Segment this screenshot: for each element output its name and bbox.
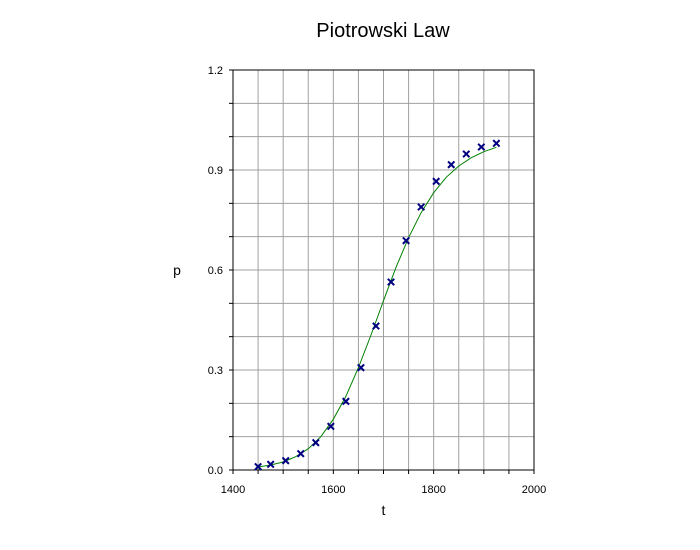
y-tick-label: 0.3 [208, 365, 223, 377]
marker-stroke [462, 150, 471, 158]
marker-stroke [281, 456, 290, 465]
x-tick-label: 2000 [522, 484, 546, 496]
tick-labels: 1400 1600 1800 2000 0.0 0.3 0.6 0.9 1.2 [208, 65, 547, 496]
marker-stroke [326, 422, 335, 431]
x-tick-label: 1600 [321, 484, 345, 496]
marker-stroke [341, 397, 350, 406]
grid-lines [233, 70, 534, 470]
marker-stroke [492, 139, 501, 148]
marker-stroke [372, 322, 380, 330]
minor-ticks [229, 69, 535, 474]
y-tick-label: 1.2 [208, 65, 223, 77]
data-point-marker [477, 143, 486, 151]
data-point-marker [402, 236, 410, 245]
marker-stroke [417, 203, 426, 211]
x-tick-label: 1800 [421, 484, 445, 496]
data-point-marker [341, 397, 350, 406]
data-point-marker [357, 363, 365, 372]
data-point-marker [387, 278, 395, 286]
marker-stroke [266, 460, 275, 469]
marker-stroke [387, 278, 395, 286]
data-point-marker [417, 203, 426, 211]
marker-stroke [447, 160, 456, 169]
x-axis-label: t [382, 502, 386, 518]
data-markers-layer [254, 139, 501, 471]
chart-title: Piotrowski Law [316, 20, 450, 42]
data-point-marker [492, 139, 501, 148]
data-point-marker [296, 449, 305, 458]
data-point-marker [447, 160, 456, 169]
fitted-curve-line [258, 146, 497, 468]
data-point-marker [266, 460, 275, 469]
x-tick-label: 1400 [221, 484, 245, 496]
y-axis-label: p [173, 262, 181, 278]
data-point-marker [432, 177, 441, 186]
data-point-marker [311, 438, 320, 447]
data-point-marker [326, 422, 335, 431]
marker-stroke [254, 462, 262, 471]
fitted-curve-layer [258, 146, 497, 468]
y-tick-label: 0.6 [208, 265, 223, 277]
marker-stroke [357, 363, 365, 372]
marker-stroke [311, 438, 320, 447]
data-point-marker [254, 462, 262, 471]
data-point-marker [372, 322, 380, 330]
data-point-marker [462, 150, 471, 158]
y-tick-label: 0.9 [208, 165, 223, 177]
marker-stroke [402, 236, 410, 245]
y-tick-label: 0.0 [208, 465, 223, 477]
marker-stroke [477, 143, 486, 151]
plot-frame [232, 69, 535, 471]
data-point-marker [281, 456, 290, 465]
marker-stroke [432, 177, 441, 186]
marker-stroke [296, 449, 305, 458]
